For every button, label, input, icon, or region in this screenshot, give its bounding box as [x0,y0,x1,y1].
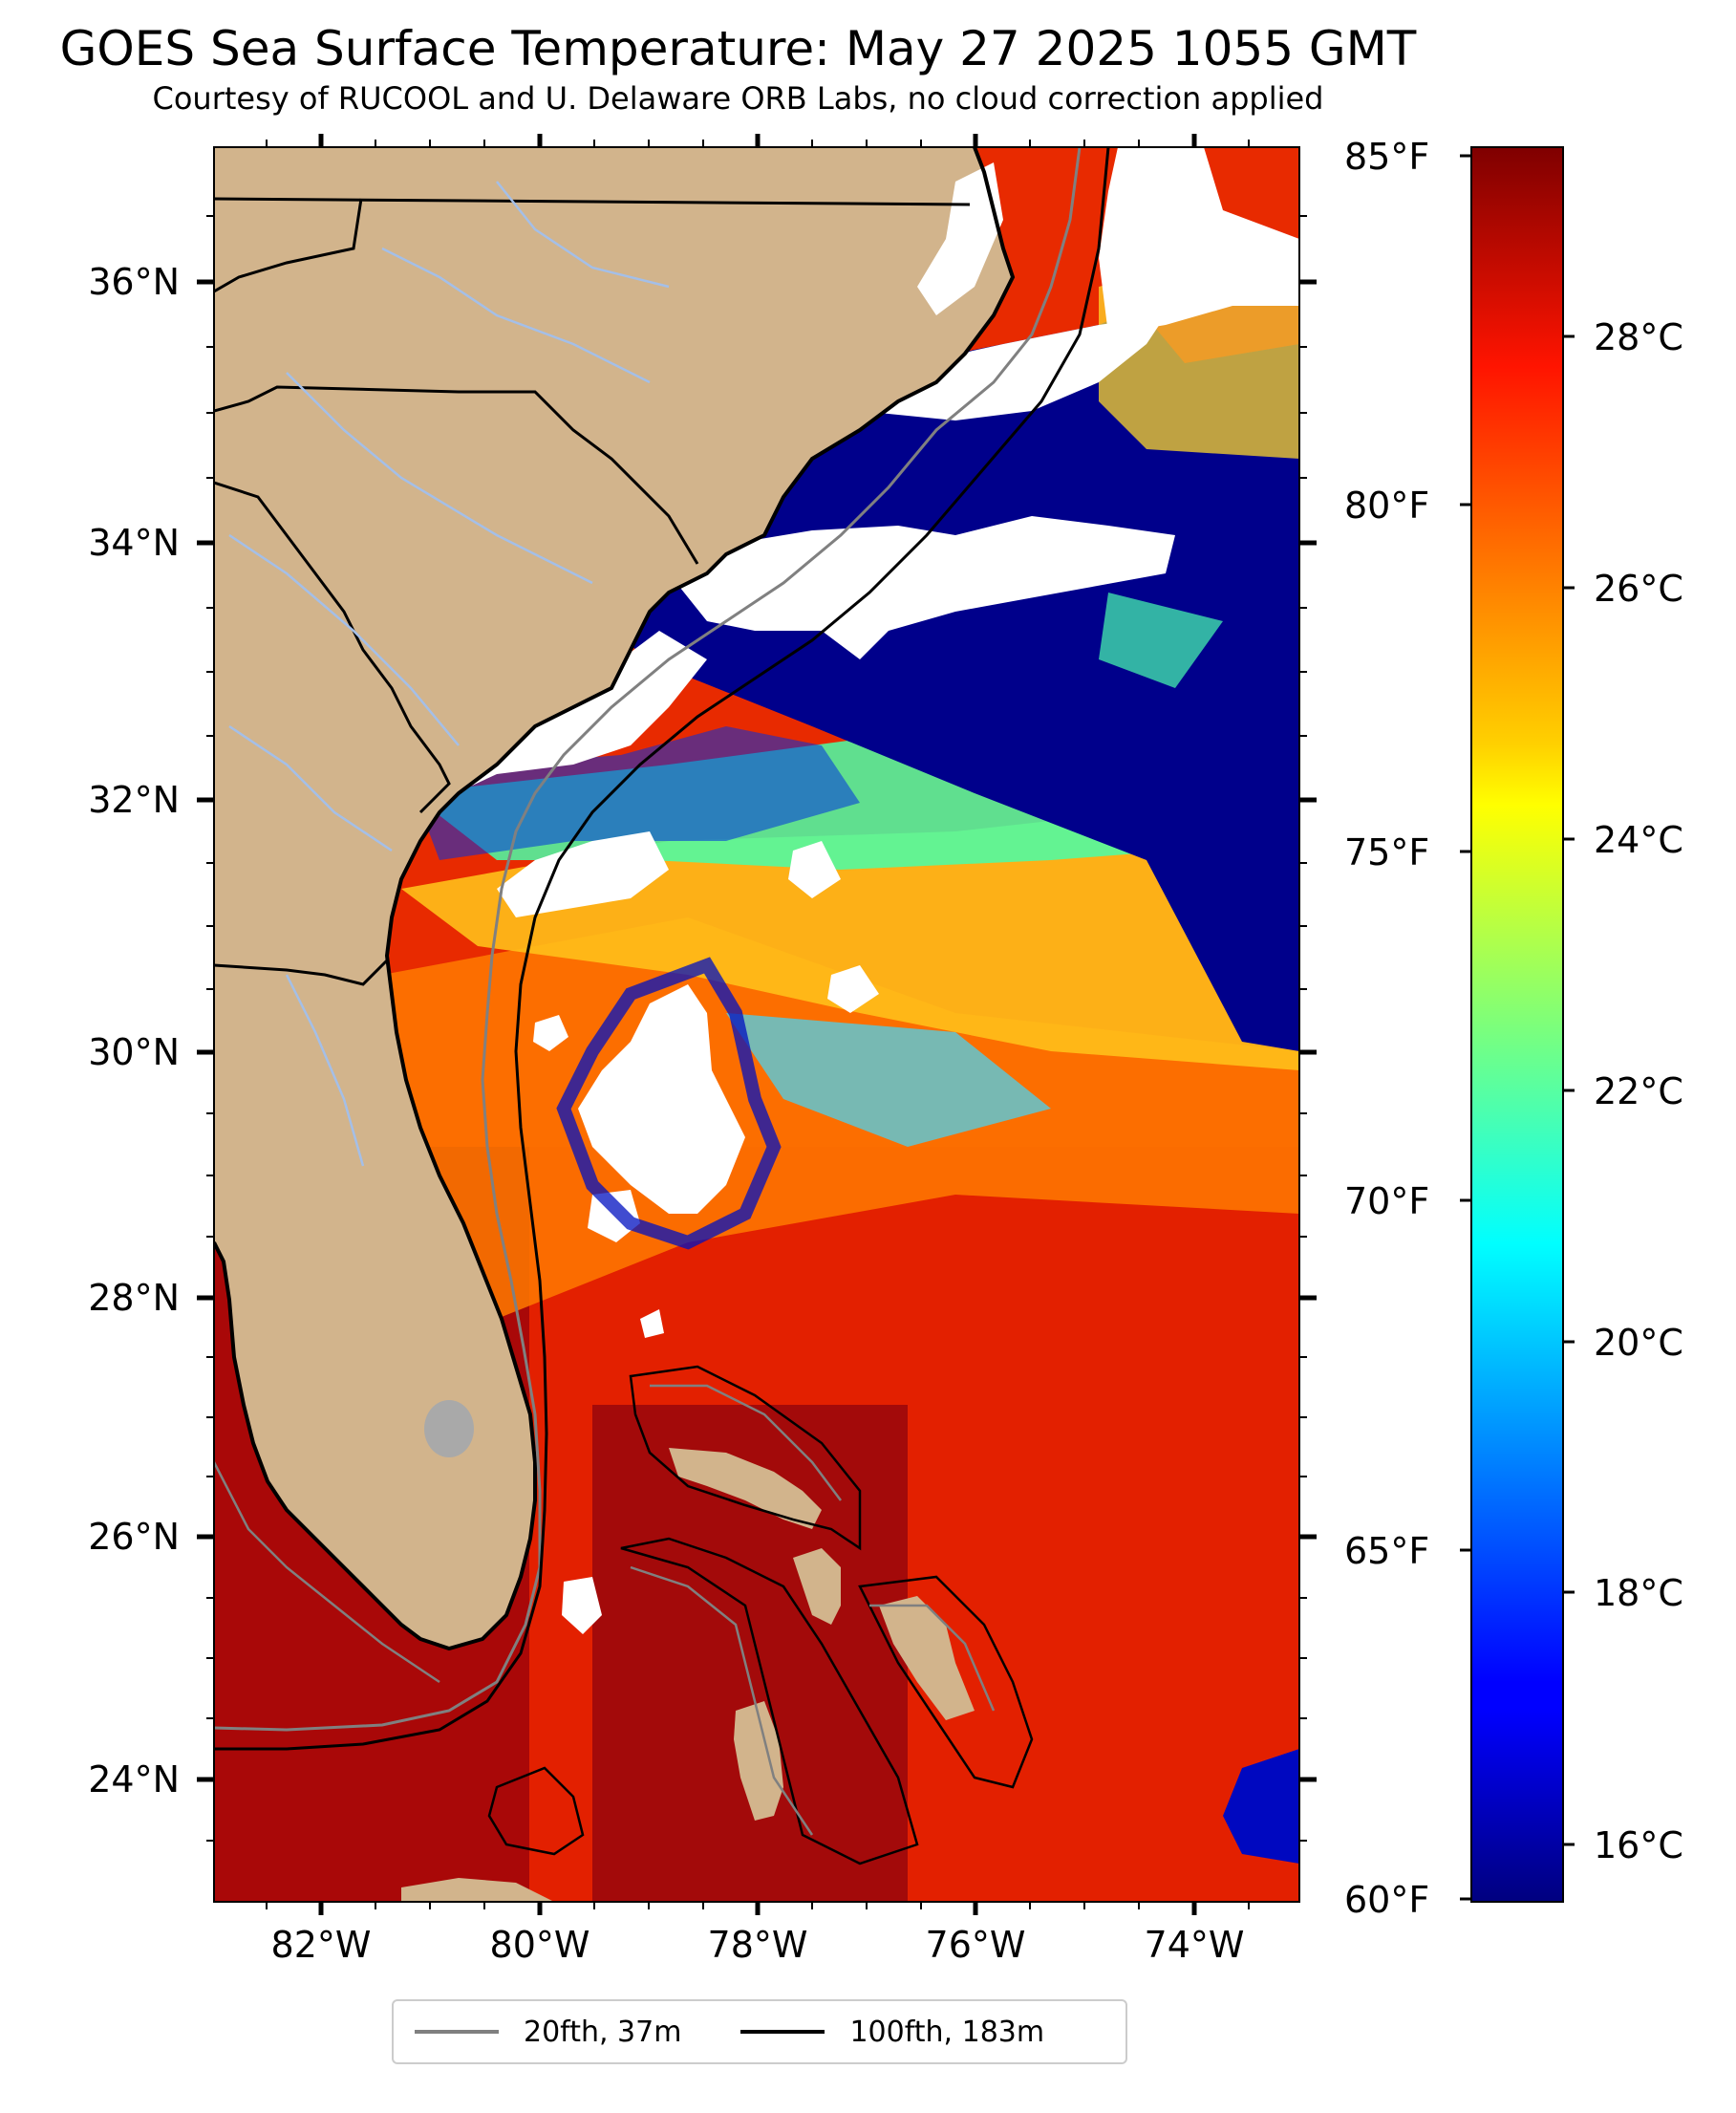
colorbar-c-label: 16°C [1594,1824,1683,1866]
cay-sal-bank [487,1766,585,1856]
lat-tick-label: 30°N [88,1031,180,1073]
lon-tick-label: 78°W [708,1924,808,1966]
lat-tick-label: 34°N [88,522,180,564]
contour-legend: 20fth, 37m 100fth, 183m [392,1999,1127,2064]
coastline [214,147,1016,1651]
lon-tick-label: 80°W [490,1924,590,1966]
land-bahamas-abaco [793,1548,841,1625]
map-subtitle: Courtesy of RUCOOL and U. Delaware ORB L… [152,80,1324,117]
lat-tick-label: 26°N [88,1516,180,1558]
lake-okeechobee [424,1400,474,1457]
state-boundaries [214,197,971,986]
colorbar-f-label: 85°F [1344,136,1429,178]
cloud-small-2 [827,965,879,1013]
cloud-small-6 [562,1577,602,1634]
lat-tick-label: 28°N [88,1277,180,1319]
colorbar-c-label: 24°C [1594,819,1683,861]
land-us-mainland [214,147,1013,1649]
cloud-small-1 [788,841,841,898]
colorbar-c-ticks [1563,334,1575,1846]
contour-20fth [214,147,1082,1732]
colorbar-f-label: 80°F [1344,485,1429,527]
land-bahamas-eleuthera [879,1596,975,1720]
colorbar-f-label: 75°F [1344,831,1429,873]
pamlico-sound-cloud [917,162,1003,315]
bahamas-bank-inner [630,1384,996,1836]
cloud-capehatteras [726,315,1166,459]
map-title: GOES Sea Surface Temperature: May 27 202… [59,21,1417,76]
sea-cold-patch-se [1223,1749,1299,1864]
cloud-central-rim [556,957,782,1250]
colorbar-f-label: 65°F [1344,1530,1429,1572]
cloud-north [1099,147,1299,334]
colorbar-c-label: 22°C [1594,1070,1683,1112]
legend-item-100fth: 100fth, 183m [740,2016,1044,2049]
lon-tick-label: 74°W [1145,1924,1245,1966]
lat-tick-label: 36°N [88,261,180,303]
land-bahamas-grand [669,1448,822,1529]
cloud-small-3 [533,1015,568,1051]
map-panel [214,147,1299,1902]
cloud-southeast [669,516,1175,659]
colorbar-c-label: 28°C [1594,316,1683,358]
major-ticks [197,134,1317,1915]
legend-label: 100fth, 183m [849,2015,1045,2049]
bahamas-bank-outline [620,1365,1034,1865]
sea-blue-rim [411,726,860,860]
cloud-small-5 [640,1309,664,1338]
colorbar-f-ticks [1460,154,1471,1901]
colorbar [1470,146,1564,1903]
legend-label: 20fth, 37m [524,2015,682,2049]
sea-cool-patch [726,1013,1051,1147]
rivers [228,181,670,1167]
land-bahamas-andros [734,1701,783,1821]
colorbar-c-label: 20°C [1594,1322,1683,1364]
contour-100fth [214,147,1110,1751]
lat-tick-label: 32°N [88,779,180,821]
cloud-central [578,984,745,1214]
lon-tick-label: 76°W [926,1924,1026,1966]
legend-swatch-black [740,2030,825,2034]
legend-item-20fth: 20fth, 37m [415,2016,681,2049]
sea-green-patch [1099,593,1223,688]
lat-tick-label: 24°N [88,1758,180,1800]
legend-swatch-gray [415,2030,499,2034]
cloud-32n [497,831,669,917]
lon-tick-label: 82°W [271,1924,372,1966]
minor-ticks [206,140,1307,1909]
cloud-small-4 [588,1190,640,1242]
colorbar-c-label: 18°C [1594,1572,1683,1614]
colorbar-f-label: 60°F [1344,1879,1429,1921]
colorbar-c-label: 26°C [1594,568,1683,610]
gulf-shelf-contour [214,1461,440,1684]
land-cuba [401,1878,554,1902]
colorbar-f-label: 70°F [1344,1180,1429,1222]
